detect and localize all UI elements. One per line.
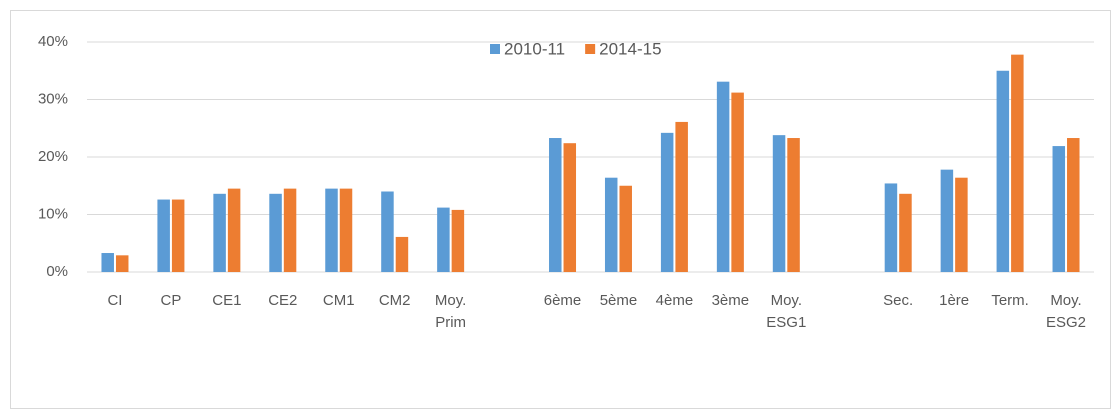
bar xyxy=(716,81,730,272)
legend-label: 2010-11 xyxy=(504,39,565,58)
y-tick-label: 0% xyxy=(46,263,68,280)
bar xyxy=(269,193,282,272)
bar xyxy=(563,143,577,272)
bar xyxy=(227,188,241,272)
bar xyxy=(955,177,968,272)
bar xyxy=(157,199,170,272)
x-tick-label: CE2 xyxy=(268,292,297,309)
x-tick-label: CI xyxy=(107,292,122,309)
bar xyxy=(884,183,898,272)
bar xyxy=(115,255,129,272)
legend-label: 2014-15 xyxy=(599,39,661,58)
legend-swatch xyxy=(585,44,596,54)
bar xyxy=(996,70,1010,272)
bar xyxy=(437,207,450,272)
bar xyxy=(381,191,394,272)
y-tick-label: 10% xyxy=(38,205,68,222)
bar xyxy=(283,188,297,272)
x-tick-label: CM1 xyxy=(323,292,355,309)
bar xyxy=(787,138,800,272)
bar xyxy=(1052,146,1066,272)
x-tick-label: CM2 xyxy=(379,292,411,309)
x-tick-label: Term. xyxy=(991,292,1029,309)
bar xyxy=(171,199,185,272)
y-tick-label: 20% xyxy=(38,148,68,165)
x-tick-label: Moy. ESG2 xyxy=(1046,292,1086,331)
x-tick-label: Sec. xyxy=(883,292,913,309)
x-tick-label: 1ère xyxy=(939,292,969,309)
bar xyxy=(101,253,114,272)
bar xyxy=(660,132,674,272)
bar xyxy=(772,135,786,272)
y-tick-label: 40% xyxy=(38,33,68,50)
bar xyxy=(213,193,226,272)
bar xyxy=(1067,138,1080,272)
bar xyxy=(395,236,409,272)
bar xyxy=(619,185,632,272)
x-tick-label: Moy. ESG1 xyxy=(766,292,806,331)
bar xyxy=(1011,54,1024,273)
x-tick-label: 4ème xyxy=(656,292,694,309)
x-tick-label: Moy. Prim xyxy=(435,292,466,331)
bar xyxy=(940,169,954,272)
bar xyxy=(339,188,353,272)
x-tick-label: 6ème xyxy=(544,292,582,309)
x-tick-label: 5ème xyxy=(600,292,638,309)
x-tick-label: 3ème xyxy=(712,292,750,309)
bar xyxy=(675,121,688,272)
y-tick-label: 30% xyxy=(38,90,68,107)
bar xyxy=(549,138,562,272)
bar xyxy=(451,209,465,272)
x-tick-label: CP xyxy=(160,292,181,309)
legend-swatch xyxy=(490,44,500,54)
bar xyxy=(325,188,338,272)
bar xyxy=(731,92,744,272)
bar xyxy=(899,193,912,272)
bar xyxy=(604,177,618,272)
x-tick-label: CE1 xyxy=(212,292,241,309)
